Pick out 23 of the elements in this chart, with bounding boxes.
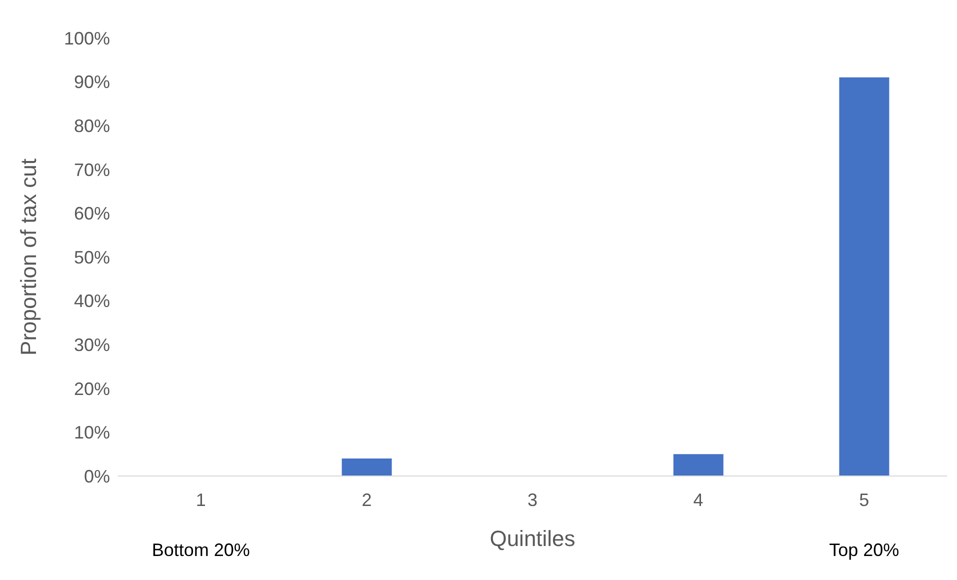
y-tick-label: 60%	[74, 204, 110, 224]
y-axis-title: Proportion of tax cut	[16, 158, 41, 356]
text: Top 20%	[829, 540, 900, 560]
y-tick-label: 80%	[74, 116, 110, 136]
y-tick-label: 0%	[84, 466, 110, 486]
x-tick-label: 1	[196, 490, 206, 510]
x-tick-label: 4	[693, 490, 704, 510]
y-tick-label: 20%	[74, 378, 110, 399]
y-tick-label: 40%	[74, 291, 110, 312]
y-tick-label: 90%	[74, 72, 110, 92]
x-tick-label: 3	[527, 490, 538, 510]
bar	[839, 77, 890, 476]
y-tick-label: 10%	[74, 422, 110, 443]
x-tick-label: 2	[362, 490, 372, 510]
bar	[342, 458, 392, 476]
x-tick-label: 5	[859, 490, 870, 510]
text: Bottom 20%	[152, 540, 250, 560]
y-tick-label: 70%	[74, 160, 110, 180]
bar	[673, 454, 724, 476]
y-tick-label: 50%	[74, 247, 110, 268]
x-axis-title: Quintiles	[490, 526, 576, 551]
y-tick-label: 30%	[74, 334, 110, 355]
y-tick-label: 100%	[64, 28, 110, 48]
